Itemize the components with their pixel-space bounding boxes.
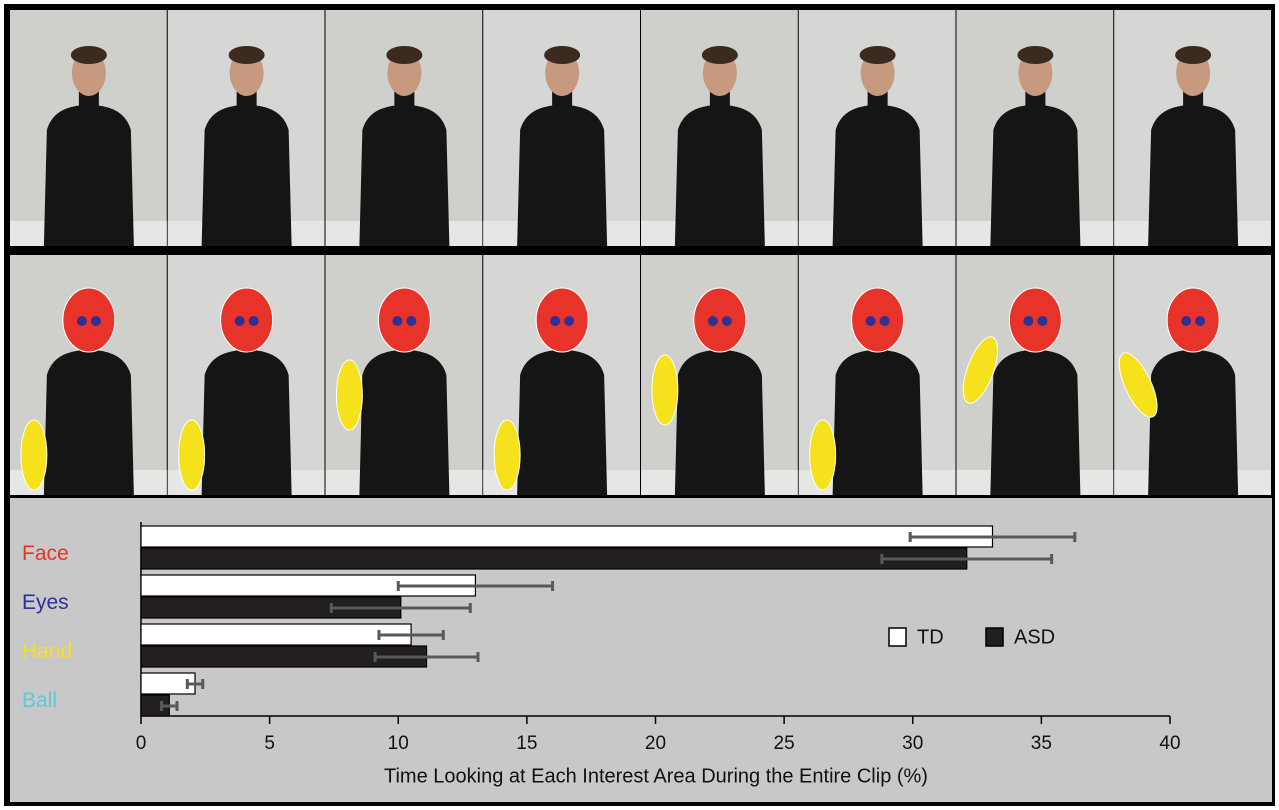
error-bar bbox=[373, 652, 480, 662]
eye-area bbox=[865, 316, 876, 326]
person-body bbox=[674, 105, 765, 246]
person-body bbox=[43, 350, 134, 495]
bar bbox=[140, 623, 412, 646]
eye-area bbox=[550, 316, 561, 326]
x-tick-label: 15 bbox=[516, 733, 537, 754]
eye-area bbox=[721, 316, 732, 326]
face-area bbox=[851, 287, 905, 353]
eye-area bbox=[1181, 316, 1192, 326]
person-body bbox=[201, 350, 292, 495]
eye-area bbox=[707, 316, 718, 326]
bar bbox=[140, 525, 994, 548]
error-bar bbox=[329, 603, 472, 613]
person-neck bbox=[1183, 90, 1204, 110]
person-neck bbox=[394, 90, 415, 110]
category-label: Face bbox=[22, 542, 69, 565]
x-tick-label: 30 bbox=[902, 733, 923, 754]
face-area bbox=[535, 287, 589, 353]
person-hair bbox=[228, 46, 265, 64]
person-body bbox=[43, 105, 134, 246]
face-area bbox=[1008, 287, 1062, 353]
face-area bbox=[220, 287, 274, 353]
eye-area bbox=[879, 316, 890, 326]
hand-area bbox=[493, 419, 521, 491]
eye-area bbox=[564, 316, 575, 326]
eye-area bbox=[392, 316, 403, 326]
error-bar bbox=[377, 630, 445, 640]
person-body bbox=[990, 350, 1081, 495]
hand-area bbox=[809, 419, 837, 491]
person-hair bbox=[701, 46, 738, 64]
legend-label: ASD bbox=[1014, 626, 1055, 648]
face-area bbox=[1166, 287, 1220, 353]
person-neck bbox=[867, 90, 888, 110]
person-body bbox=[359, 350, 450, 495]
person-body bbox=[1148, 105, 1239, 246]
person-body bbox=[990, 105, 1081, 246]
eye-area bbox=[234, 316, 245, 326]
legend-swatch bbox=[888, 627, 907, 647]
x-axis-label: Time Looking at Each Interest Area Durin… bbox=[384, 765, 928, 787]
x-tick-label: 25 bbox=[774, 733, 795, 754]
error-bar bbox=[185, 679, 205, 689]
x-tick-label: 40 bbox=[1159, 733, 1180, 754]
person-neck bbox=[236, 90, 257, 110]
hand-area bbox=[651, 354, 679, 426]
person-body bbox=[832, 350, 923, 495]
eye-area bbox=[1023, 316, 1034, 326]
x-tick-label: 35 bbox=[1031, 733, 1052, 754]
eye-area bbox=[1037, 316, 1048, 326]
error-bar bbox=[160, 701, 179, 711]
x-tick-label: 0 bbox=[136, 733, 147, 754]
face-area bbox=[693, 287, 747, 353]
person-neck bbox=[78, 90, 99, 110]
person-hair bbox=[70, 46, 107, 64]
eye-area bbox=[248, 316, 259, 326]
person-neck bbox=[552, 90, 573, 110]
x-tick-label: 5 bbox=[264, 733, 275, 754]
x-tick-label: 20 bbox=[645, 733, 666, 754]
chart: 0 5 10 15 20 25 30 35 40 Face Eyes Hand Ball TD ASD bbox=[22, 522, 1181, 754]
person-hair bbox=[544, 46, 581, 64]
category-label: Hand bbox=[22, 640, 72, 663]
hand-area bbox=[1118, 352, 1158, 418]
person-hair bbox=[1017, 46, 1054, 64]
hand-area bbox=[335, 359, 363, 431]
person-body bbox=[674, 350, 765, 495]
person-body bbox=[517, 105, 608, 246]
person-neck bbox=[1025, 90, 1046, 110]
hand-area bbox=[962, 336, 998, 404]
photo-strips bbox=[10, 10, 1271, 495]
hand-area bbox=[178, 419, 206, 491]
person-neck bbox=[709, 90, 730, 110]
bar bbox=[140, 547, 968, 570]
face-area bbox=[377, 287, 431, 353]
person-hair bbox=[859, 46, 896, 64]
error-bar bbox=[908, 532, 1077, 542]
error-bar bbox=[880, 554, 1054, 564]
error-bar bbox=[396, 581, 555, 591]
face-area bbox=[62, 287, 116, 353]
person-body bbox=[517, 350, 608, 495]
person-body bbox=[359, 105, 450, 246]
legend-swatch bbox=[985, 627, 1004, 647]
hand-area bbox=[20, 419, 48, 491]
eye-area bbox=[76, 316, 87, 326]
eye-area bbox=[90, 316, 101, 326]
category-label: Ball bbox=[22, 689, 57, 712]
eye-area bbox=[406, 316, 417, 326]
person-body bbox=[201, 105, 292, 246]
x-tick-label: 10 bbox=[388, 733, 409, 754]
person-hair bbox=[386, 46, 423, 64]
legend-label: TD bbox=[917, 626, 944, 648]
person-hair bbox=[1175, 46, 1212, 64]
person-body bbox=[1148, 350, 1239, 495]
eye-area bbox=[1195, 316, 1206, 326]
category-label: Eyes bbox=[22, 591, 69, 614]
person-body bbox=[832, 105, 923, 246]
